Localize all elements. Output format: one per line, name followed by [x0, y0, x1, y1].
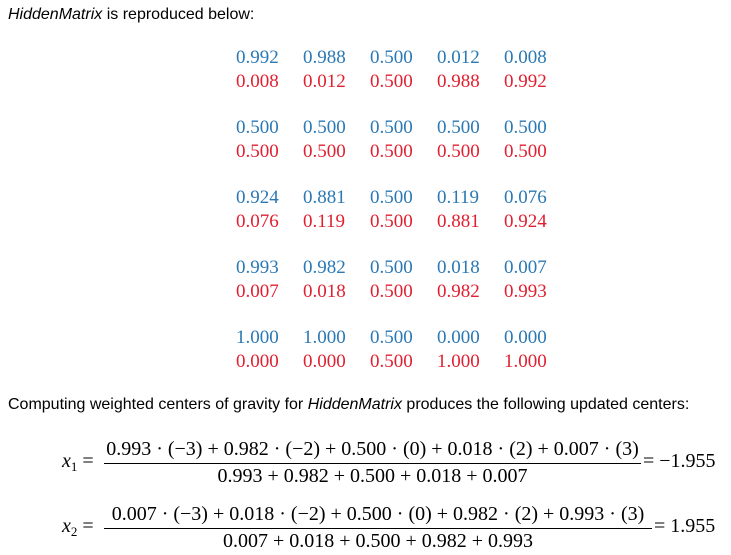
matrix-cell: 0.500 [370, 187, 413, 208]
equation-1-lhs: x1 = [62, 450, 94, 474]
matrix-cell: 0.018 [303, 281, 346, 302]
matrix-cell: 0.993 [504, 281, 547, 302]
matrix-cell: 0.008 [504, 47, 547, 68]
matrix-cell: 0.982 [303, 257, 346, 278]
matrix-cell: 1.000 [303, 327, 346, 348]
matrix-row: 0.500 0.500 0.500 0.500 0.500 [236, 117, 571, 141]
matrix-cell: 0.500 [437, 141, 480, 162]
centers-intro-prefix: Computing weighted centers of gravity fo… [8, 396, 308, 413]
matrix-cell: 0.007 [504, 257, 547, 278]
centers-intro-text: Computing weighted centers of gravity fo… [8, 396, 689, 414]
matrix-row: 0.992 0.988 0.500 0.012 0.008 [236, 47, 571, 71]
matrix-cell: 0.988 [303, 47, 346, 68]
matrix-cell: 0.992 [236, 47, 279, 68]
matrix-cell: 0.500 [504, 117, 547, 138]
matrix-cell: 0.500 [370, 351, 413, 372]
matrix-cell: 0.119 [303, 211, 346, 232]
equation-2-denominator: 0.007 + 0.018 + 0.500 + 0.982 + 0.993 [222, 530, 534, 552]
equation-1-fraction-bar [104, 463, 641, 464]
matrix-row: 0.924 0.881 0.500 0.119 0.076 [236, 187, 571, 211]
hidden-matrix-term: HiddenMatrix [307, 396, 402, 413]
matrix-cell: 1.000 [504, 351, 547, 372]
matrix-cell: 0.881 [303, 187, 346, 208]
equation-1-result: = −1.955 [643, 450, 716, 472]
equation-1-numerator: 0.993 · (−3) + 0.982 · (−2) + 0.500 · (0… [106, 438, 639, 460]
equation-1-denominator: 0.993 + 0.982 + 0.500 + 0.018 + 0.007 [217, 465, 528, 487]
centers-intro-suffix: produces the following updated centers: [401, 396, 690, 413]
matrix-cell: 0.924 [236, 187, 279, 208]
matrix-cell: 0.012 [303, 71, 346, 92]
matrix-cell: 0.982 [437, 281, 480, 302]
matrix-row: 0.000 0.000 0.500 1.000 1.000 [236, 351, 571, 397]
matrix-cell: 0.500 [370, 47, 413, 68]
intro-suffix: is reproduced below: [102, 6, 255, 23]
matrix-cell: 0.993 [236, 257, 279, 278]
matrix-cell: 0.018 [437, 257, 480, 278]
matrix-cell: 0.500 [303, 141, 346, 162]
matrix-cell: 0.076 [504, 187, 547, 208]
matrix-cell: 0.500 [370, 327, 413, 348]
equation-2-numerator: 0.007 · (−3) + 0.018 · (−2) + 0.500 · (0… [111, 503, 645, 525]
matrix-cell: 0.008 [236, 71, 279, 92]
matrix-cell: 0.992 [504, 71, 547, 92]
equation-2-lhs: x2 = [62, 515, 94, 539]
equation-2-fraction-bar [104, 528, 652, 529]
matrix-cell: 0.500 [370, 281, 413, 302]
equation-2-result: = 1.955 [654, 515, 716, 537]
matrix-cell: 0.000 [437, 327, 480, 348]
matrix-row: 0.500 0.500 0.500 0.500 0.500 [236, 141, 571, 187]
matrix-row: 1.000 1.000 0.500 0.000 0.000 [236, 327, 571, 351]
matrix-cell: 0.000 [303, 351, 346, 372]
matrix-row: 0.007 0.018 0.500 0.982 0.993 [236, 281, 571, 327]
matrix-cell: 0.500 [437, 117, 480, 138]
hidden-matrix: 0.992 0.988 0.500 0.012 0.008 0.008 0.012 0.50… [236, 47, 571, 397]
matrix-row: 0.076 0.119 0.500 0.881 0.924 [236, 211, 571, 257]
matrix-cell: 0.007 [236, 281, 279, 302]
matrix-cell: 0.119 [437, 187, 480, 208]
matrix-cell: 0.000 [236, 351, 279, 372]
hidden-matrix-term: HiddenMatrix [8, 6, 103, 23]
matrix-cell: 1.000 [236, 327, 279, 348]
matrix-cell: 0.500 [236, 117, 279, 138]
matrix-cell: 0.881 [437, 211, 480, 232]
matrix-cell: 0.500 [370, 117, 413, 138]
matrix-row: 0.008 0.012 0.500 0.988 0.992 [236, 71, 571, 117]
matrix-cell: 0.500 [370, 257, 413, 278]
matrix-row: 0.993 0.982 0.500 0.018 0.007 [236, 257, 571, 281]
matrix-cell: 0.924 [504, 211, 547, 232]
matrix-cell: 0.000 [504, 327, 547, 348]
matrix-cell: 0.012 [437, 47, 480, 68]
matrix-cell: 0.500 [370, 141, 413, 162]
matrix-cell: 0.500 [370, 211, 413, 232]
matrix-cell: 1.000 [437, 351, 480, 372]
matrix-cell: 0.500 [504, 141, 547, 162]
intro-text: HiddenMatrix is reproduced below: [8, 6, 254, 24]
matrix-cell: 0.500 [236, 141, 279, 162]
matrix-cell: 0.500 [303, 117, 346, 138]
matrix-cell: 0.500 [370, 71, 413, 92]
matrix-cell: 0.988 [437, 71, 480, 92]
matrix-cell: 0.076 [236, 211, 279, 232]
